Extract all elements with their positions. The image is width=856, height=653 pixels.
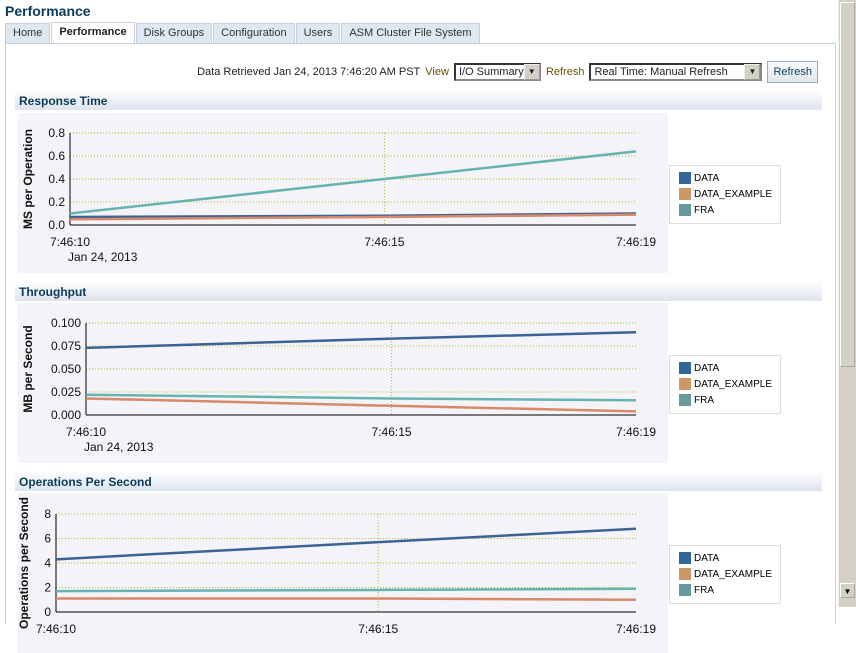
series-line-data_example <box>56 597 637 601</box>
response-time-svg: 0.0 0.2 0.4 0.6 0.8 7:46:10 7:46:15 7:46:19 Jan … <box>21 126 656 264</box>
y-tick-label: 0.000 <box>51 408 81 422</box>
legend-label: DATA_EXAMPLE <box>694 568 772 580</box>
vertical-scrollbar[interactable]: ▼ <box>838 0 856 607</box>
legend-item: FRA <box>679 202 780 218</box>
data-retrieved-text: Data Retrieved Jan 24, 2013 7:46:20 AM P… <box>197 66 421 78</box>
tab-disk-groups[interactable]: Disk Groups <box>135 23 213 43</box>
x-tick-label: 7:46:15 <box>372 425 412 439</box>
refresh-select-value: Real Time: Manual Refresh <box>594 66 728 78</box>
view-label: View <box>425 66 449 78</box>
x-tick-label: 7:46:15 <box>364 235 404 249</box>
legend-item: DATA <box>679 170 780 186</box>
legend-item: DATA_EXAMPLE <box>679 376 780 392</box>
swatch-icon <box>679 188 691 200</box>
y-tick-label: 2 <box>44 581 51 595</box>
y-tick-label: 0.050 <box>51 362 81 376</box>
refresh-button[interactable]: Refresh <box>767 61 818 83</box>
throughput-svg: 0.000 0.025 0.050 0.075 0.100 7:46:10 7:46:15 7… <box>21 316 656 454</box>
series-line-fra <box>69 150 637 215</box>
swatch-icon <box>679 552 691 564</box>
y-tick-label: 0.100 <box>51 316 81 330</box>
section-header-operations: Operations Per Second <box>15 471 822 491</box>
scrollbar-thumb[interactable] <box>840 2 855 367</box>
response-time-chart: 0.0 0.2 0.4 0.6 0.8 7:46:10 7:46:15 7:46:19 Jan … <box>18 113 668 273</box>
y-tick-label: 0.8 <box>48 126 65 140</box>
chevron-down-icon[interactable]: ▼ <box>523 64 540 80</box>
swatch-icon <box>679 362 691 374</box>
page-title: Performance <box>5 3 91 19</box>
y-tick-label: 0.4 <box>48 172 65 186</box>
toolbar: Data Retrieved Jan 24, 2013 7:46:20 AM P… <box>197 61 818 83</box>
y-tick-label: 0.2 <box>48 195 65 209</box>
legend-throughput: DATA DATA_EXAMPLE FRA <box>669 355 781 414</box>
swatch-icon <box>679 568 691 580</box>
tab-users[interactable]: Users <box>295 23 341 43</box>
swatch-icon <box>679 378 691 390</box>
legend-label: DATA <box>694 552 720 564</box>
x-tick-label: 7:46:19 <box>616 622 656 636</box>
operations-chart: 0 2 4 6 8 7:46:10 7:46:15 7:46:19 Operations per… <box>18 493 668 653</box>
legend-response-time: DATA DATA_EXAMPLE FRA <box>669 165 781 224</box>
throughput-chart: 0.000 0.025 0.050 0.075 0.100 7:46:10 7:46:15 7… <box>18 303 668 463</box>
operations-svg: 0 2 4 6 8 7:46:10 7:46:15 7:46:19 Operations per… <box>18 497 656 636</box>
section-header-throughput: Throughput <box>15 281 822 301</box>
x-tick-label: 7:46:10 <box>50 235 90 249</box>
y-tick-label: 0.0 <box>48 218 65 232</box>
tab-bar: Home Performance Disk Groups Configurati… <box>5 22 481 44</box>
scroll-down-arrow-icon[interactable]: ▼ <box>840 583 855 598</box>
x-tick-label: 7:46:15 <box>358 622 398 636</box>
tab-performance[interactable]: Performance <box>51 22 135 44</box>
y-axis-label: MS per Operation <box>21 129 35 229</box>
legend-label: DATA_EXAMPLE <box>694 188 772 200</box>
legend-label: FRA <box>694 394 714 406</box>
refresh-select[interactable]: Real Time: Manual Refresh ▼ <box>589 63 763 81</box>
chevron-down-icon[interactable]: ▼ <box>744 64 761 80</box>
tab-home[interactable]: Home <box>5 23 51 43</box>
tab-acfs[interactable]: ASM Cluster File System <box>341 23 480 43</box>
series-line-data <box>55 527 637 561</box>
y-axis-label: Operations per Second <box>18 497 31 629</box>
swatch-icon <box>679 172 691 184</box>
y-tick-label: 6 <box>44 532 51 546</box>
y-tick-label: 4 <box>44 556 51 570</box>
legend-item: DATA <box>679 360 780 376</box>
legend-item: FRA <box>679 582 780 598</box>
x-tick-label: 7:46:10 <box>36 622 76 636</box>
x-tick-label: 7:46:10 <box>66 425 106 439</box>
series-line-fra <box>85 393 637 402</box>
legend-item: DATA_EXAMPLE <box>679 186 780 202</box>
legend-label: DATA <box>694 172 720 184</box>
legend-item: DATA <box>679 550 780 566</box>
content-panel <box>5 43 836 624</box>
x-date-label: Jan 24, 2013 <box>68 250 138 264</box>
legend-item: DATA_EXAMPLE <box>679 566 780 582</box>
legend-operations: DATA DATA_EXAMPLE FRA <box>669 545 781 604</box>
legend-label: DATA <box>694 362 720 374</box>
refresh-label: Refresh <box>545 66 585 78</box>
x-date-label: Jan 24, 2013 <box>84 440 154 454</box>
y-tick-label: 0.025 <box>51 385 81 399</box>
x-tick-label: 7:46:19 <box>616 425 656 439</box>
tab-configuration[interactable]: Configuration <box>213 23 295 43</box>
view-select[interactable]: I/O Summary ▼ <box>453 63 541 81</box>
series-line-data <box>85 330 637 350</box>
legend-label: DATA_EXAMPLE <box>694 378 772 390</box>
series-line-data_example <box>69 213 637 221</box>
series-line-data_example <box>85 397 637 413</box>
legend-item: FRA <box>679 392 780 408</box>
y-tick-label: 0.075 <box>51 339 81 353</box>
series-line-fra <box>55 587 637 593</box>
section-header-response-time: Response Time <box>15 90 822 110</box>
y-tick-label: 8 <box>44 507 51 521</box>
view-select-value: I/O Summary <box>458 66 524 78</box>
y-axis-label: MB per Second <box>21 325 35 412</box>
swatch-icon <box>679 584 691 596</box>
legend-label: FRA <box>694 204 714 216</box>
x-tick-label: 7:46:19 <box>616 235 656 249</box>
swatch-icon <box>679 204 691 216</box>
swatch-icon <box>679 394 691 406</box>
y-tick-label: 0 <box>44 605 51 619</box>
y-tick-label: 0.6 <box>48 149 65 163</box>
legend-label: FRA <box>694 584 714 596</box>
